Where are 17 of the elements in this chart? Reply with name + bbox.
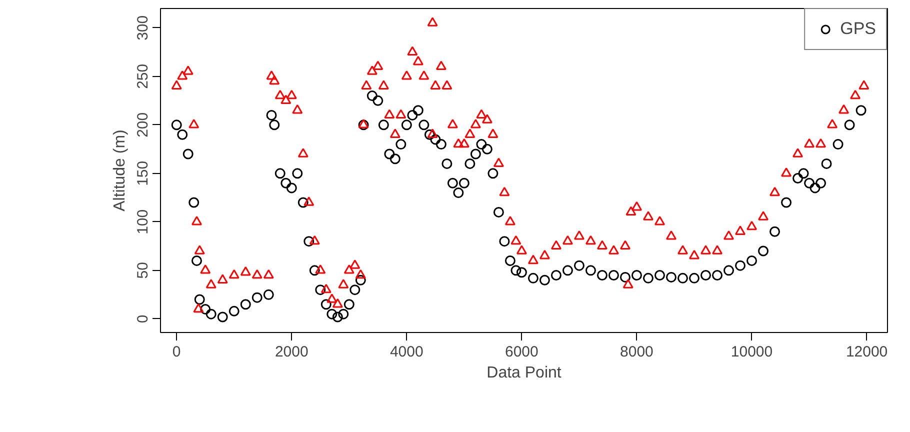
x-tick-label: 10000 xyxy=(730,344,773,360)
y-tick-label: 100 xyxy=(134,209,152,234)
legend-label: GPS xyxy=(840,19,876,39)
x-axis-title: Data Point xyxy=(486,364,562,382)
y-tick-label: 150 xyxy=(134,160,152,186)
y-axis-title: Altitude (m) xyxy=(112,130,128,212)
x-tick-label: 8000 xyxy=(620,344,654,360)
y-tick-label: 0 xyxy=(134,314,152,324)
y-tick-label: 250 xyxy=(134,64,152,89)
x-tick-label: 4000 xyxy=(390,344,424,360)
y-tick-label: 50 xyxy=(134,262,152,279)
y-tick-label: 300 xyxy=(134,15,152,40)
y-tick-label: 200 xyxy=(134,112,152,138)
x-tick-label: 0 xyxy=(172,344,181,360)
x-tick-label: 2000 xyxy=(274,344,308,360)
x-tick-label: 6000 xyxy=(505,344,538,360)
x-tick-label: 12000 xyxy=(846,344,888,360)
